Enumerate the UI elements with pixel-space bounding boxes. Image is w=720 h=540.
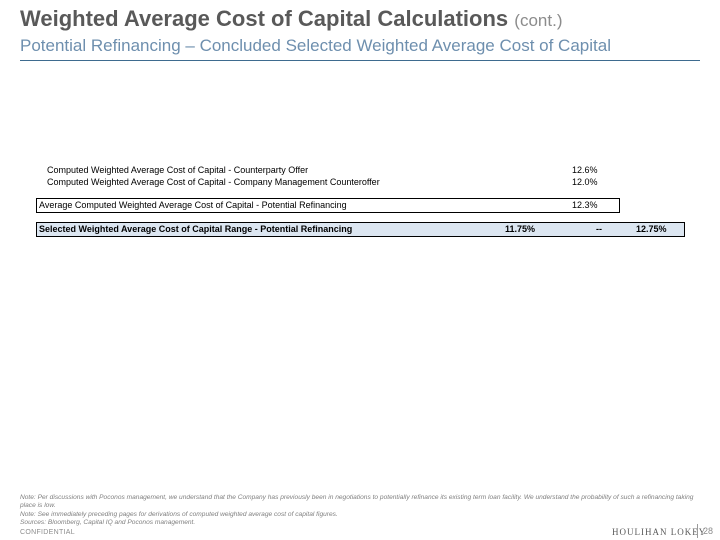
page-number: 28 (703, 526, 714, 536)
selected-label: Selected Weighted Average Cost of Capita… (39, 224, 353, 234)
company-logo: HOULIHAN LOKEY (612, 527, 707, 537)
footnotes: Note: Per discussions with Poconos manag… (20, 494, 700, 528)
table-row-management: Computed Weighted Average Cost of Capita… (47, 176, 647, 188)
page-subtitle: Potential Refinancing – Concluded Select… (20, 36, 611, 55)
selected-low-value: 11.75% (505, 224, 536, 234)
footnote: Sources: Bloomberg, Capital IQ and Pocon… (20, 519, 196, 527)
footnote: Note: Per discussions with Poconos manag… (20, 494, 694, 510)
row-label: Computed Weighted Average Cost of Capita… (47, 177, 380, 187)
logo-divider (697, 524, 698, 538)
header-divider (20, 60, 700, 61)
page-title-suffix: (cont.) (514, 11, 563, 30)
table-row-counterparty: Computed Weighted Average Cost of Capita… (47, 164, 647, 176)
average-value: 12.3% (572, 200, 598, 210)
footnote: Note: See immediately preceding pages fo… (20, 510, 338, 518)
selected-separator: -- (596, 224, 602, 234)
confidential-label: CONFIDENTIAL (20, 529, 75, 536)
selected-wacc-range-row: Selected Weighted Average Cost of Capita… (36, 222, 685, 237)
page-title-text: Weighted Average Cost of Capital Calcula… (20, 6, 509, 31)
row-label: Computed Weighted Average Cost of Capita… (47, 165, 309, 175)
row-value: 12.0% (572, 177, 598, 187)
selected-high-value: 12.75% (636, 224, 667, 234)
average-wacc-row: Average Computed Weighted Average Cost o… (36, 198, 620, 213)
page-title: Weighted Average Cost of Capital Calcula… (20, 6, 562, 32)
row-value: 12.6% (572, 165, 598, 175)
average-label: Average Computed Weighted Average Cost o… (39, 200, 347, 210)
